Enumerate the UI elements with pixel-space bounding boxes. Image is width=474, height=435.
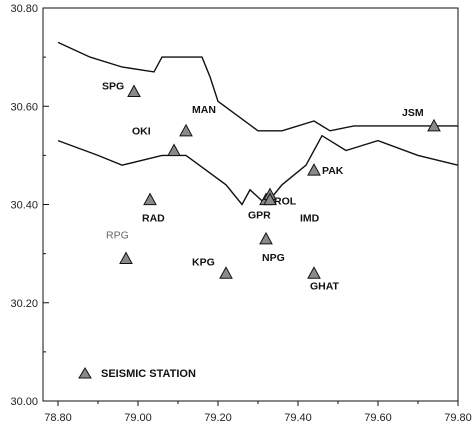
station-man: MAN [179,104,216,137]
map-frame [42,7,459,402]
y-tick-label: 30.60 [10,101,38,113]
station-triangle-icon [259,231,273,245]
x-tick-label: 79.20 [204,412,232,424]
station-spg: SPG [102,81,141,98]
lower-boundary-line [57,134,459,206]
station-label: NPG [262,252,285,264]
station-label: OKI [132,125,151,137]
station-pak: PAK [307,163,344,177]
station-oki: OKI [132,125,181,156]
station-label: SPG [102,81,124,93]
station-label: RPG [106,230,129,242]
upper-boundary-line [57,41,458,132]
station-npg: NPG [259,231,285,264]
station-triangle-icon [263,192,277,206]
boundary-lines [57,41,459,206]
station-label: GHAT [310,280,340,292]
station-label: IMD [300,213,320,225]
x-tick-label: 78.80 [44,412,72,424]
y-axis-ticks: 30.80 30.60 30.40 30.20 30.00 [10,3,49,408]
station-label: PAK [322,165,344,177]
station-label: RAD [142,213,165,225]
station-triangle-icon [167,143,181,156]
x-tick-label: 79.40 [284,412,312,424]
x-tick-label: 79.60 [364,412,392,424]
station-label: JSM [402,107,424,119]
station-label: GPR [248,210,271,222]
legend: SEISMIC STATION [78,367,196,380]
station-imd: IMD [263,192,320,225]
station-triangle-icon [307,163,321,176]
x-tick-label: 79.00 [124,412,152,424]
station-rpg: RPG [106,230,133,265]
station-label: KPG [192,256,215,268]
station-triangle-icon [427,118,441,132]
legend-station-icon [78,367,92,379]
station-triangle-icon [143,192,157,206]
station-ghat: GHAT [307,266,340,292]
x-axis-ticks: 78.80 79.00 79.20 79.40 79.60 79.80 [44,401,472,424]
station-triangle-icon [219,266,233,279]
station-triangle-icon [127,84,141,98]
station-label: MAN [192,104,216,116]
station-triangle-icon [119,251,133,265]
legend-label: SEISMIC STATION [101,368,196,380]
station-rad: RAD [142,192,165,225]
station-rol: ROL [263,187,297,208]
y-tick-label: 30.80 [10,3,38,15]
station-jsm: JSM [402,107,441,132]
y-tick-label: 30.40 [10,200,38,212]
y-tick-label: 30.00 [10,396,38,408]
station-kpg: KPG [192,256,233,279]
station-triangle-icon [179,123,193,137]
x-tick-label: 79.80 [444,412,472,424]
station-triangle-icon [307,266,321,279]
station-label: ROL [274,196,297,208]
y-tick-label: 30.20 [10,298,38,310]
